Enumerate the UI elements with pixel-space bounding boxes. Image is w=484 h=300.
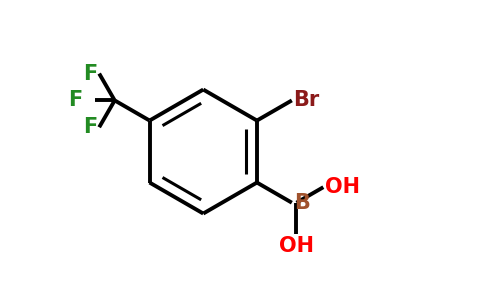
- Text: Br: Br: [293, 90, 319, 110]
- Text: OH: OH: [279, 236, 314, 256]
- Text: F: F: [68, 90, 82, 110]
- Text: F: F: [83, 117, 98, 137]
- Text: B: B: [294, 193, 310, 213]
- Text: F: F: [83, 64, 98, 84]
- Text: OH: OH: [325, 177, 360, 197]
